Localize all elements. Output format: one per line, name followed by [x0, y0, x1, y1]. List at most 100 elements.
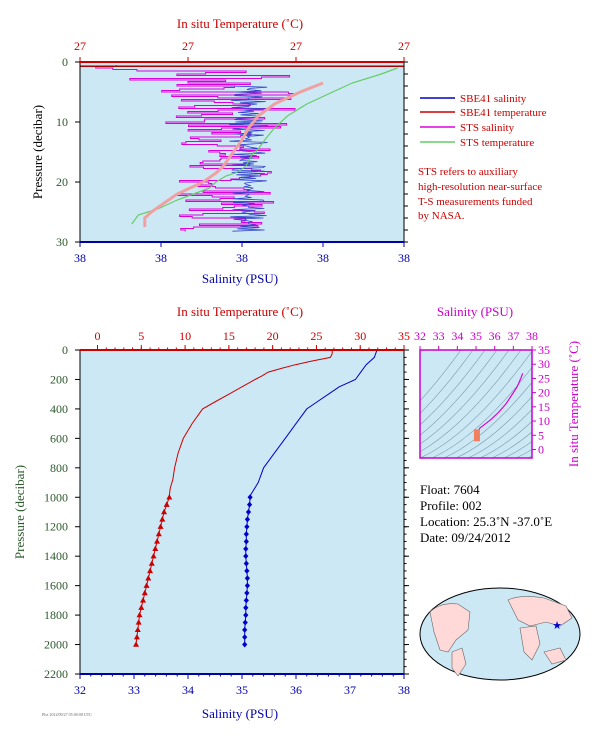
temperature-marker [143, 582, 150, 588]
ts-top-tick-label: 36 [489, 329, 501, 343]
top-panel-top-tick-labels: 27 27 27 27 [74, 39, 410, 62]
series-temperature-line [168, 350, 333, 496]
ts-top-tick-label: 34 [451, 329, 463, 343]
bottom-panel-top-tick-label: 0 [95, 329, 101, 343]
temperature-marker [145, 575, 152, 581]
ts-density-contour [420, 350, 486, 426]
salinity-marker [242, 641, 248, 648]
bottom-panel-top-tick-label: 25 [310, 329, 322, 343]
bottom-panel: In situ Temperature (˚C) 0 5 10 15 20 25 30 35 … [12, 304, 410, 721]
ts-top-tick-label: 35 [470, 329, 482, 343]
series-line-sbe41-salinity [229, 85, 268, 232]
temperature-marker [152, 545, 159, 552]
temperature-marker [157, 523, 164, 529]
bottom-panel-top-tick-label: 15 [223, 329, 235, 343]
top-panel-y-tick-label: 30 [56, 235, 68, 249]
ts-top-tick-label: 33 [433, 329, 445, 343]
bottom-panel-top-tick-label: 5 [138, 329, 144, 343]
salinity-marker [242, 619, 248, 626]
temperature-marker [155, 530, 162, 537]
salinity-marker [244, 582, 250, 589]
temperature-marker [140, 597, 147, 603]
bottom-panel-top-tick-label: 30 [354, 329, 366, 343]
bottom-panel-series [133, 349, 378, 648]
bottom-panel-y-tick-label: 600 [50, 431, 68, 445]
top-panel-pressure-axis-label: Pressure (decibar) [30, 105, 45, 199]
ts-top-tick-label: 37 [507, 329, 519, 343]
salinity-marker [243, 553, 249, 560]
temperature-marker [134, 626, 141, 633]
temperature-marker [159, 516, 166, 522]
ts-density-contour [420, 350, 474, 414]
top-panel-bottom-tick-label: 38 [236, 251, 248, 265]
temperature-marker [147, 567, 154, 574]
bottom-panel-plot-area [80, 350, 404, 674]
top-panel-y-tick-label: 10 [56, 115, 68, 129]
bottom-panel-y-tick-label: 400 [50, 402, 68, 416]
salinity-marker [244, 523, 250, 530]
salinity-marker [243, 560, 249, 567]
ts-density-contour [420, 350, 498, 436]
bottom-panel-bottom-tick-label: 33 [128, 683, 140, 697]
top-panel-temperature-axis-label: In situ Temperature (˚C) [177, 16, 303, 31]
ts-right-tick-label: 30 [538, 357, 550, 371]
bottom-panel-bottom-tick-label: 32 [74, 683, 86, 697]
ts-right-tick-label: 35 [538, 343, 550, 357]
bottom-panel-bottom-tick-label: 38 [398, 683, 410, 697]
sts-note-line-4: by NASA. [418, 210, 465, 222]
temperature-marker [141, 589, 148, 596]
top-panel-y-tick-label: 0 [62, 55, 68, 69]
legend-label-sts-salinity: STS salinity [460, 122, 515, 134]
sts-note-line-3: T-S measurements funded [418, 196, 533, 208]
ts-frame [419, 349, 533, 459]
ts-density-contour [420, 350, 522, 453]
map-land-eurasia [507, 596, 573, 627]
ts-density-contour [515, 449, 532, 458]
world-map: ★ [419, 587, 581, 681]
bottom-panel-y-tick-label: 1000 [44, 490, 68, 504]
temperature-marker [161, 508, 168, 515]
legend-label-sts-temperature: STS temperature [460, 137, 534, 149]
salinity-marker [244, 516, 250, 523]
temperature-marker [150, 552, 157, 559]
top-panel-top-tick-label: 27 [290, 39, 302, 53]
ts-density-contour [431, 366, 532, 458]
ts-density-contour [443, 381, 532, 458]
sts-note-line-2: high-resolution near-surface [418, 181, 542, 193]
ts-deep-cluster-marker [473, 429, 480, 442]
sts-note-line-1: STS refers to auxiliary [418, 166, 518, 178]
ts-top-tick-labels: 32 33 34 35 36 37 38 [414, 329, 538, 350]
ts-salinity-axis-label: Salinity (PSU) [437, 304, 513, 319]
ts-density-contour [479, 420, 532, 458]
salinity-marker [244, 575, 250, 582]
bottom-panel-pressure-axis-label: Pressure (decibar) [12, 465, 27, 559]
bottom-panel-y-tick-label: 200 [50, 372, 68, 386]
ts-density-contour [420, 350, 510, 445]
salinity-marker [243, 604, 249, 611]
ts-right-tick-label: 10 [538, 414, 550, 428]
bottom-panel-y-tick-label: 800 [50, 461, 68, 475]
series-salinity-line [249, 349, 378, 497]
ts-right-tick-label: 15 [538, 400, 550, 414]
salinity-marker [247, 494, 253, 501]
top-panel-top-tick-label: 27 [398, 39, 410, 53]
top-panel-top-tick-label: 27 [182, 39, 194, 53]
bottom-panel-bottom-tick-label: 37 [344, 683, 356, 697]
legend-label-sbe41-salinity: SBE41 salinity [460, 93, 527, 105]
salinity-marker [244, 590, 250, 596]
ts-density-contours [420, 350, 532, 458]
ts-density-contour [467, 408, 532, 458]
top-panel-bottom-tick-labels: 38 38 38 38 38 [74, 242, 410, 265]
bottom-panel-top-tick-label: 20 [267, 329, 279, 343]
map-float-location-marker: ★ [552, 620, 562, 632]
top-panel-bottom-tick-label: 38 [74, 251, 86, 265]
ts-density-contour [455, 395, 532, 458]
legend-label-sbe41-temperature: SBE41 temperature [460, 107, 547, 119]
temperature-marker [133, 641, 140, 647]
top-panel-legend: SBE41 salinity SBE41 temperature STS sal… [418, 93, 547, 222]
bottom-panel-salinity-axis-label: Salinity (PSU) [202, 706, 278, 721]
bottom-panel-temperature-axis-label: In situ Temperature (˚C) [177, 304, 303, 319]
ts-diagram: Salinity (PSU) 32 33 34 35 36 37 38 0510152025… [414, 304, 581, 467]
ts-density-contour [503, 440, 532, 458]
